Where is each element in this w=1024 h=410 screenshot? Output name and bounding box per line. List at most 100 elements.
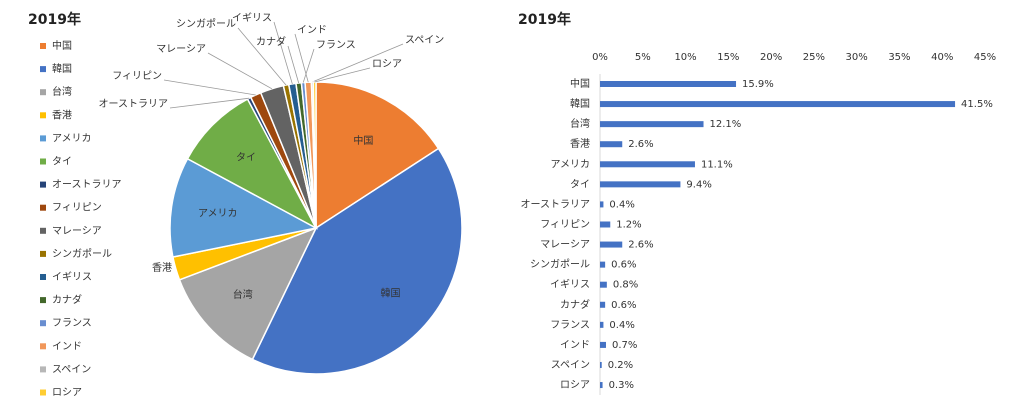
value-label: 0.6% <box>611 300 636 311</box>
y-tick-label: フィリピン <box>540 218 590 230</box>
value-label: 15.9% <box>742 79 774 90</box>
slice-label: スペイン <box>405 35 444 46</box>
x-tick-label: 30% <box>846 52 868 63</box>
slice-label: フランス <box>316 39 356 51</box>
bar <box>600 341 606 348</box>
bar <box>600 121 704 128</box>
legend-marker <box>40 274 46 280</box>
legend-marker <box>40 250 46 257</box>
value-label: 2.6% <box>628 240 653 251</box>
legend-label: ロシア <box>52 388 82 399</box>
pie-title: 2019年 <box>28 11 81 28</box>
bar <box>600 181 681 188</box>
legend-label: スペイン <box>52 364 91 375</box>
pie-slice <box>178 226 318 361</box>
legend-label: フランス <box>52 317 92 329</box>
legend-marker <box>40 204 46 211</box>
bar <box>600 201 604 208</box>
pie-slice <box>315 81 440 230</box>
bar <box>600 221 611 228</box>
legend-marker <box>40 112 46 119</box>
legend-label: カナダ <box>52 293 82 306</box>
legend-label: 中国 <box>52 39 72 52</box>
slice-label: マレーシア <box>156 44 206 55</box>
leader-line <box>287 45 300 84</box>
legend-label: 韓国 <box>52 63 72 75</box>
value-label: 1.2% <box>616 219 641 230</box>
legend-label: 台湾 <box>52 85 72 98</box>
slice-label: ロシア <box>372 59 402 70</box>
slice-label: タイ <box>236 152 256 164</box>
slice-label: オーストラリア <box>99 98 169 110</box>
bar <box>600 382 603 389</box>
bar <box>600 241 623 248</box>
x-tick-label: 45% <box>974 52 996 63</box>
slice-label: 中国 <box>353 134 373 147</box>
legend-marker <box>40 66 46 73</box>
pie-slice <box>251 147 463 375</box>
slice-label: 韓国 <box>380 288 400 300</box>
leader-line <box>237 27 287 86</box>
legend-marker <box>40 135 46 142</box>
slice-label: シンガポール <box>176 18 236 30</box>
leader-line <box>302 48 315 83</box>
x-tick-label: 5% <box>635 52 651 63</box>
value-label: 0.3% <box>609 380 634 391</box>
x-tick-label: 20% <box>760 52 782 63</box>
legend-marker <box>40 158 46 165</box>
bar <box>600 261 606 268</box>
y-tick-label: インド <box>560 340 590 351</box>
legend-marker <box>40 389 46 396</box>
y-tick-label: 台湾 <box>570 117 590 130</box>
legend-label: イギリス <box>52 271 92 283</box>
value-label: 0.2% <box>608 360 633 371</box>
slice-label: 台湾 <box>233 288 253 301</box>
bar <box>600 141 623 148</box>
value-label: 9.4% <box>686 179 711 190</box>
y-tick-label: 韓国 <box>570 98 590 110</box>
y-tick-label: 中国 <box>570 77 590 90</box>
y-tick-label: シンガポール <box>530 259 590 271</box>
y-tick-label: マレーシア <box>540 240 590 251</box>
x-tick-label: 10% <box>674 52 696 63</box>
bar-title: 2019年 <box>518 11 571 28</box>
leader-line <box>312 43 404 83</box>
value-label: 11.1% <box>701 159 733 170</box>
leader-line <box>169 97 250 109</box>
slice-label: アメリカ <box>198 207 238 219</box>
value-label: 12.1% <box>710 119 742 130</box>
legend-label: アメリカ <box>52 132 92 144</box>
slice-label: フィリピン <box>112 70 162 82</box>
value-label: 0.6% <box>611 260 636 271</box>
slice-label: インド <box>297 25 327 36</box>
bar <box>600 101 956 108</box>
legend-marker <box>40 181 46 188</box>
value-label: 0.7% <box>612 340 637 351</box>
legend-marker <box>40 43 46 49</box>
value-label: 0.4% <box>609 199 634 210</box>
y-tick-label: ロシア <box>560 380 590 391</box>
y-tick-label: フランス <box>550 319 590 331</box>
y-tick-label: スペイン <box>551 360 590 371</box>
legend-label: インド <box>52 341 82 352</box>
slice-label: 香港 <box>152 262 172 274</box>
legend-label: シンガポール <box>52 248 112 260</box>
legend-label: タイ <box>52 156 72 168</box>
slice-label: イギリス <box>232 12 272 24</box>
y-tick-label: イギリス <box>550 279 590 291</box>
legend-marker <box>40 297 46 304</box>
y-tick-label: タイ <box>570 178 590 190</box>
legend-label: マレーシア <box>52 226 102 237</box>
leader-line <box>163 79 256 96</box>
x-tick-label: 40% <box>931 52 953 63</box>
x-tick-label: 0% <box>592 52 608 63</box>
leader-line <box>273 21 293 85</box>
bar <box>600 281 607 288</box>
value-label: 0.8% <box>613 280 638 291</box>
bar <box>600 81 737 87</box>
pie-slice <box>186 98 318 230</box>
legend-marker <box>40 366 46 373</box>
y-tick-label: カナダ <box>560 298 590 311</box>
x-tick-label: 35% <box>888 52 910 63</box>
